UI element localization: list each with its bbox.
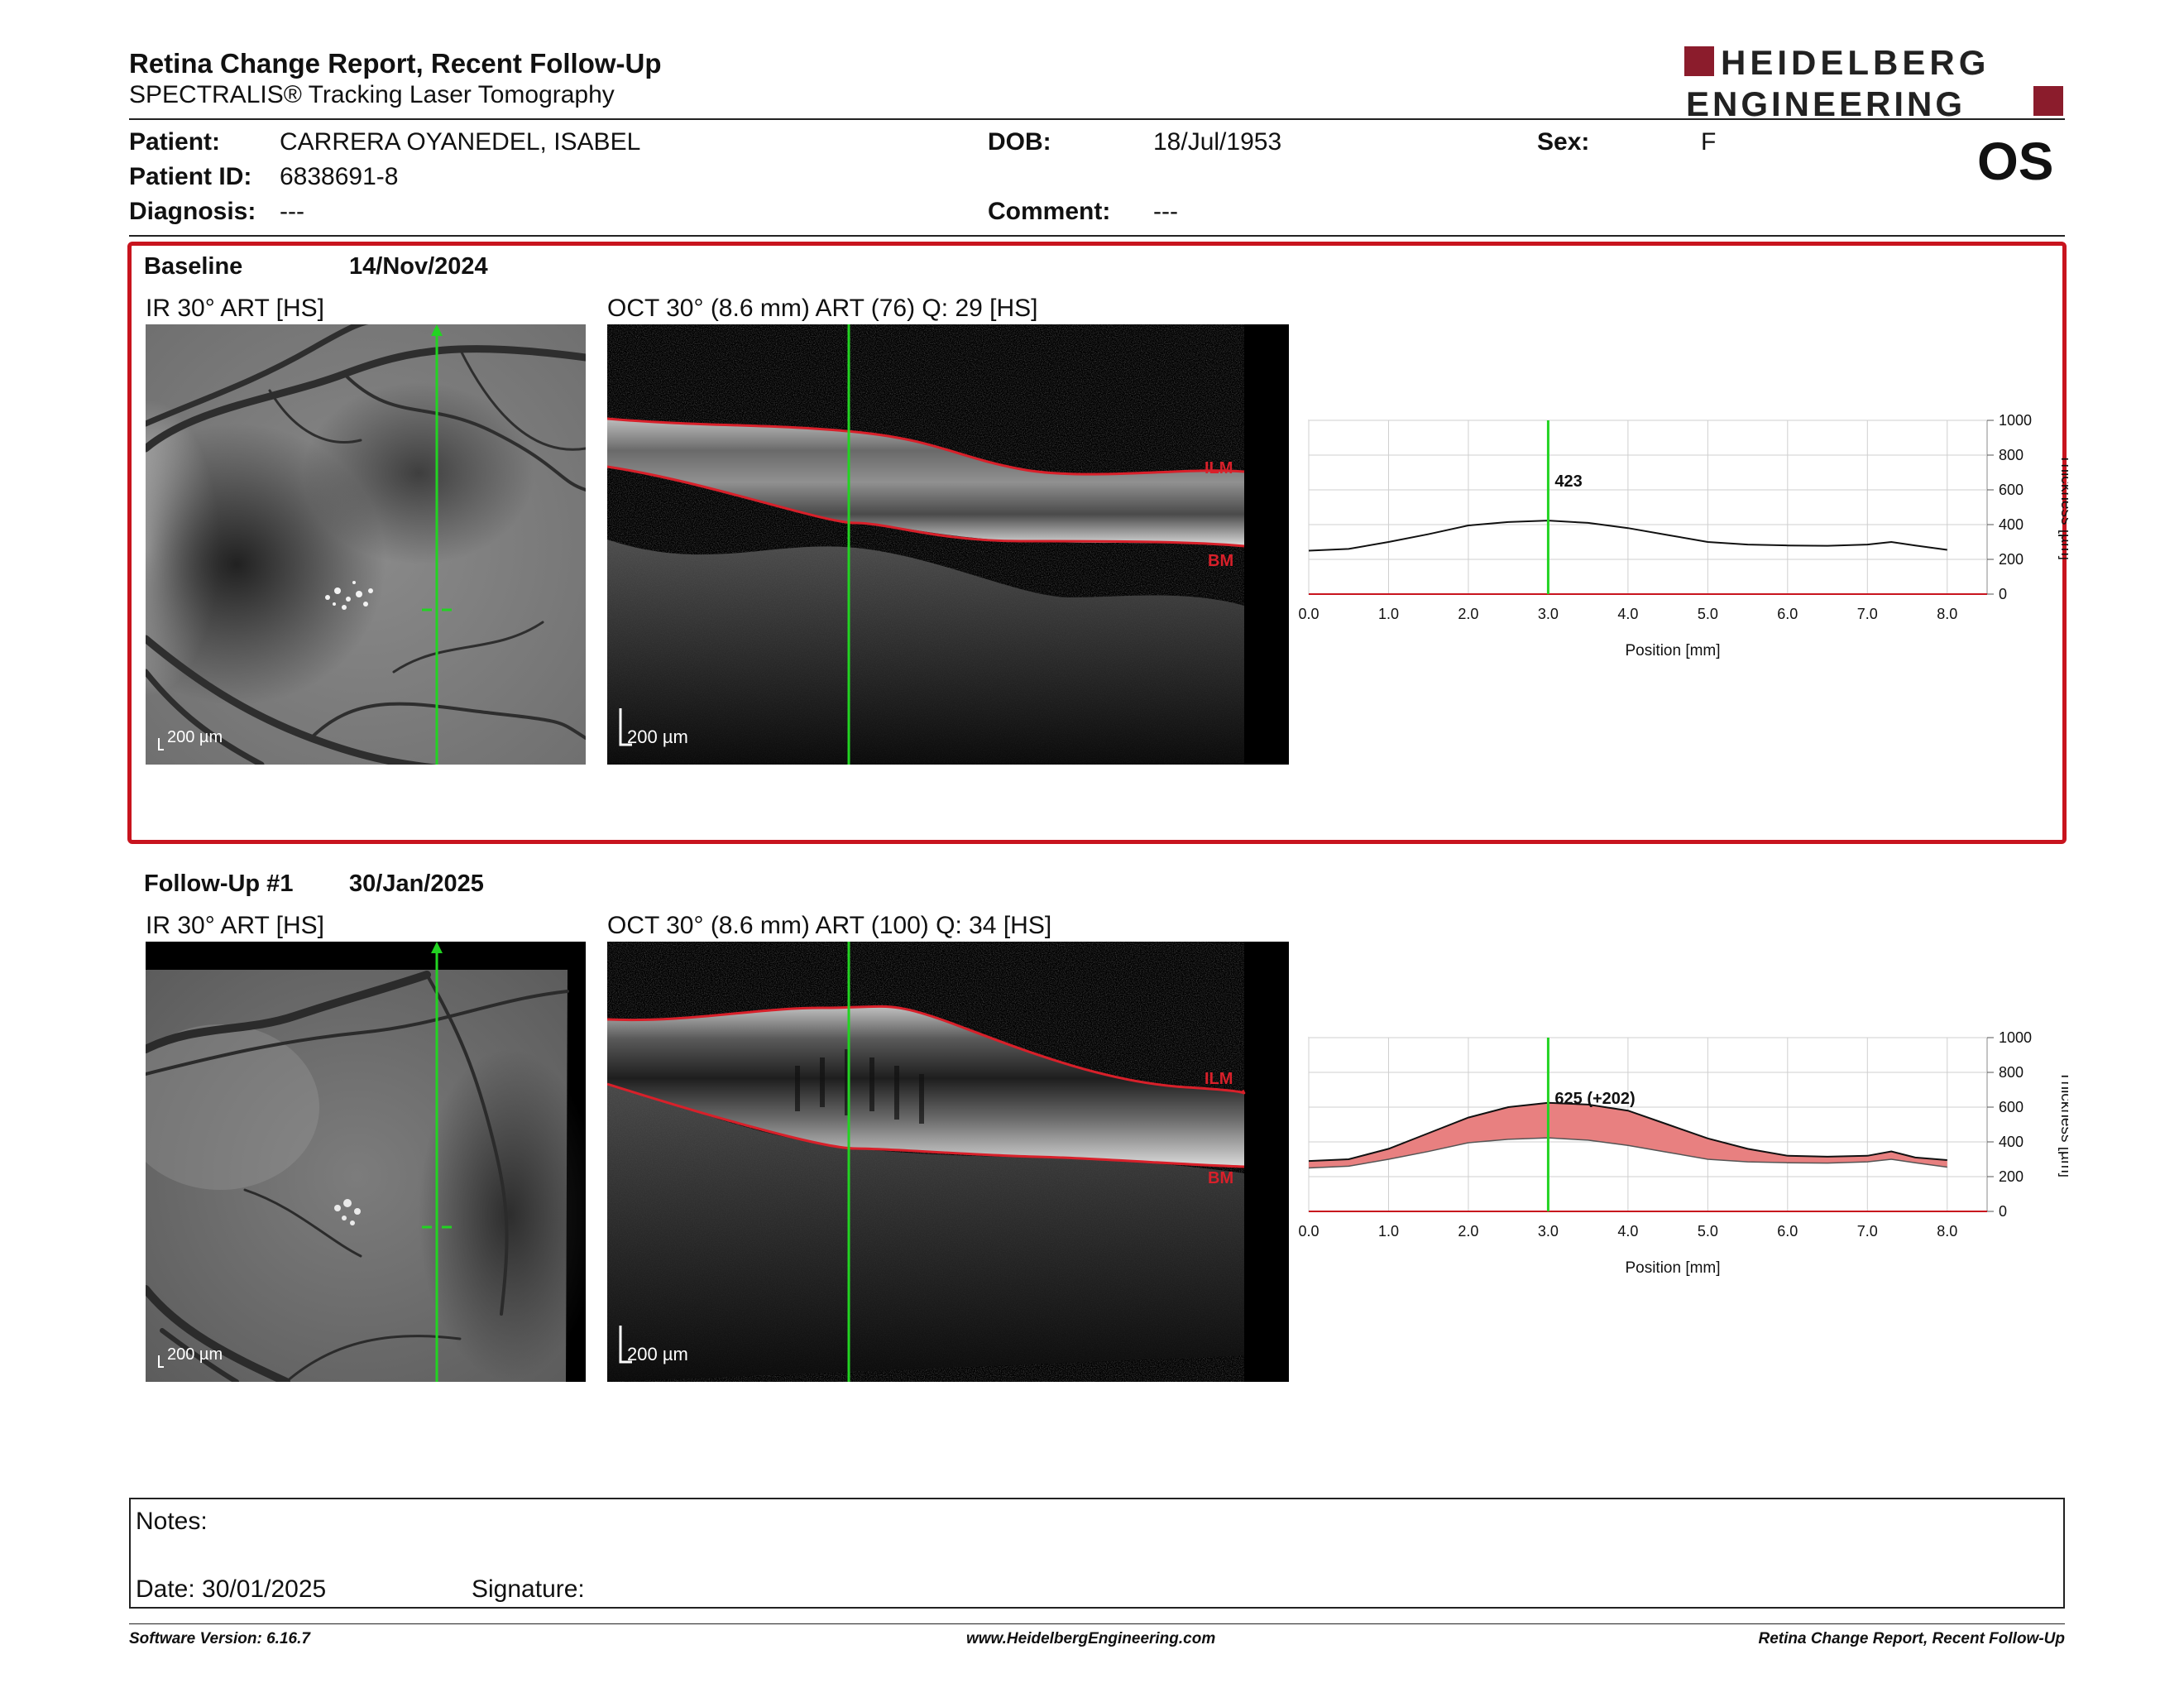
baseline-oct-caption: OCT 30° (8.6 mm) ART (76) Q: 29 [HS] [607,295,1038,322]
comment-value: --- [1153,198,1178,225]
patient-id: 6838691-8 [280,163,399,190]
baseline-ir-image[interactable]: 200 µm [146,324,586,765]
y-tick-label: 600 [1999,1099,2024,1115]
website-link[interactable]: www.HeidelbergEngineering.com [966,1630,1216,1647]
y-axis-title: Thickness [µm] [2057,454,2068,560]
followup-ir-caption: IR 30° ART [HS] [146,912,324,939]
baseline-thickness-line [1308,1137,1947,1169]
y-tick-label: 600 [1999,482,2024,498]
x-tick-label: 3.0 [1538,606,1559,622]
x-tick-label: 7.0 [1857,606,1878,622]
x-tick-label: 0.0 [1299,606,1320,622]
software-version: Software Version: 6.16.7 [129,1630,310,1647]
x-tick-label: 1.0 [1378,606,1399,622]
x-axis-title: Position [mm] [1625,642,1720,659]
x-tick-label: 5.0 [1698,606,1718,622]
x-tick-label: 6.0 [1777,1223,1798,1240]
baseline-label: Baseline [144,253,243,280]
diagnosis-value: --- [280,198,304,225]
baseline-ir-scalebar: 200 µm [167,728,223,746]
followup-ir-scalebar: 200 µm [167,1345,223,1364]
y-tick-label: 0 [1999,1203,2007,1220]
x-tick-label: 4.0 [1617,606,1638,622]
patient-label: Patient: [129,128,221,156]
x-tick-label: 2.0 [1458,606,1478,622]
heidelberg-logo: HEIDELBERG ENGINEERING [1684,43,2063,122]
followup-label: Follow-Up #1 [144,870,294,897]
patient-name: CARRERA OYANEDEL, ISABEL [280,128,641,156]
sex-label: Sex: [1537,128,1590,156]
diagnosis-label: Diagnosis: [129,198,256,225]
y-tick-label: 1000 [1999,1029,2032,1046]
y-tick-label: 1000 [1999,412,2032,429]
followup-oct-caption: OCT 30° (8.6 mm) ART (100) Q: 34 [HS] [607,912,1052,939]
plot-area [1308,420,1988,595]
dob-value: 18/Jul/1953 [1153,128,1282,156]
y-tick-label: 400 [1999,516,2024,533]
baseline-ir-caption: IR 30° ART [HS] [146,295,324,322]
followup-date: 30/Jan/2025 [349,870,484,897]
y-tick-label: 400 [1999,1134,2024,1150]
patient-id-label: Patient ID: [129,163,252,190]
x-tick-label: 1.0 [1378,1223,1399,1240]
x-axis-title: Position [mm] [1625,1259,1720,1277]
comment-label: Comment: [988,198,1111,225]
report-subtitle: SPECTRALIS® Tracking Laser Tomography [129,81,615,108]
x-tick-label: 7.0 [1857,1223,1878,1240]
baseline-selection-frame [127,242,2067,844]
followup-ilm-label: ILM [1205,1070,1233,1088]
svg-text:ENGINEERING: ENGINEERING [1686,84,1966,122]
baseline-ilm-label: ILM [1205,459,1233,477]
y-tick-label: 0 [1999,586,2007,602]
eye-indicator: OS [1977,132,2054,191]
thickness-line [1308,1101,1947,1163]
y-tick-label: 200 [1999,551,2024,568]
x-tick-label: 5.0 [1698,1223,1718,1240]
followup-oct-scalebar: 200 µm [627,1344,688,1364]
x-tick-label: 0.0 [1299,1223,1320,1240]
x-tick-label: 2.0 [1458,1223,1478,1240]
followup-ir-image[interactable]: 200 µm [146,942,586,1382]
y-tick-label: 800 [1999,447,2024,463]
dob-label: DOB: [988,128,1051,156]
baseline-bm-label: BM [1208,552,1233,570]
baseline-oct-image[interactable]: ILM BM 200 µm [607,324,1289,765]
y-axis-title: Thickness [µm] [2057,1072,2068,1177]
x-tick-label: 8.0 [1937,1223,1957,1240]
y-tick-label: 200 [1999,1168,2024,1185]
x-tick-label: 8.0 [1937,606,1957,622]
followup-oct-image[interactable]: ILM BM 200 µm [607,942,1289,1382]
x-tick-label: 6.0 [1777,606,1798,622]
sex-value: F [1701,128,1717,156]
report-name-footer: Retina Change Report, Recent Follow-Up [1758,1630,2065,1647]
notes-box[interactable] [129,1498,2065,1609]
report-title: Retina Change Report, Recent Follow-Up [129,48,662,79]
date-label: Date: 30/01/2025 [136,1575,327,1603]
thickness-line [1308,520,1947,552]
marker-value-label: 625 (+202) [1554,1090,1635,1108]
signature-label: Signature: [472,1575,585,1603]
marker-value-label: 423 [1554,472,1582,491]
followup-thickness-chart: 625 (+202) 0.0 1.0 2.0 3.0 4.0 5.0 6.0 7.0 8.0 0 20… [1299,1029,2068,1277]
x-tick-label: 4.0 [1617,1223,1638,1240]
followup-bm-label: BM [1208,1169,1233,1187]
x-tick-label: 3.0 [1538,1223,1559,1240]
baseline-oct-scalebar: 200 µm [627,727,688,747]
y-tick-label: 800 [1999,1064,2024,1081]
notes-label: Notes: [136,1508,208,1535]
svg-text:HEIDELBERG: HEIDELBERG [1721,43,1990,82]
thickness-change-area [1309,1102,1947,1168]
baseline-thickness-chart: 423 0.0 1.0 2.0 3.0 4.0 5.0 6.0 7.0 8.0 0 200 400 600… [1299,412,2068,659]
baseline-date: 14/Nov/2024 [349,253,488,280]
